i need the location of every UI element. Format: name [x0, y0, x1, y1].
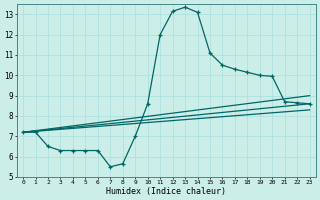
X-axis label: Humidex (Indice chaleur): Humidex (Indice chaleur) [106, 187, 226, 196]
